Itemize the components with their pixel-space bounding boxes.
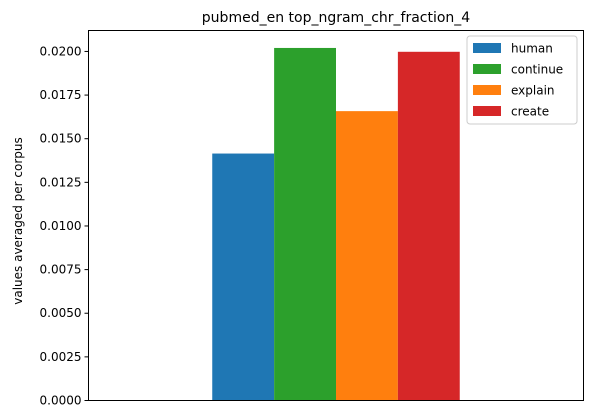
y-tick-label: 0.0200 bbox=[40, 44, 82, 58]
y-ticks-group: 0.0000 0.0025 0.0050 0.0075 0.0100 0.0125 0.01… bbox=[40, 44, 89, 408]
legend-swatch-create bbox=[473, 106, 501, 116]
bars-group bbox=[212, 47, 460, 401]
legend-box bbox=[466, 35, 578, 125]
legend-swatch-explain bbox=[473, 85, 501, 95]
bar-create bbox=[397, 51, 460, 401]
y-axis-label: values averaged per corpus bbox=[11, 137, 25, 305]
legend-label-continue: continue bbox=[511, 63, 563, 77]
y-tick-label: 0.0175 bbox=[40, 88, 82, 102]
y-tick-label: 0.0100 bbox=[40, 219, 82, 233]
bar-human bbox=[212, 153, 275, 401]
bar-explain bbox=[336, 111, 398, 401]
legend-label-create: create bbox=[511, 105, 549, 119]
bar-continue bbox=[274, 47, 336, 401]
y-tick-label: 0.0025 bbox=[40, 350, 82, 364]
plot-frame bbox=[88, 30, 584, 401]
y-tick-label: 0.0000 bbox=[40, 394, 82, 408]
chart-title: pubmed_en top_ngram_chr_fraction_4 bbox=[202, 10, 470, 26]
legend-label-explain: explain bbox=[511, 84, 555, 98]
legend-swatch-human bbox=[473, 43, 501, 53]
legend-swatch-continue bbox=[473, 64, 501, 74]
legend: human continue explain create bbox=[466, 35, 578, 125]
y-tick-label: 0.0050 bbox=[40, 306, 82, 320]
legend-label-human: human bbox=[511, 42, 553, 56]
y-tick-label: 0.0125 bbox=[40, 175, 82, 189]
y-tick-label: 0.0075 bbox=[40, 263, 82, 277]
y-tick-label: 0.0150 bbox=[40, 132, 82, 146]
